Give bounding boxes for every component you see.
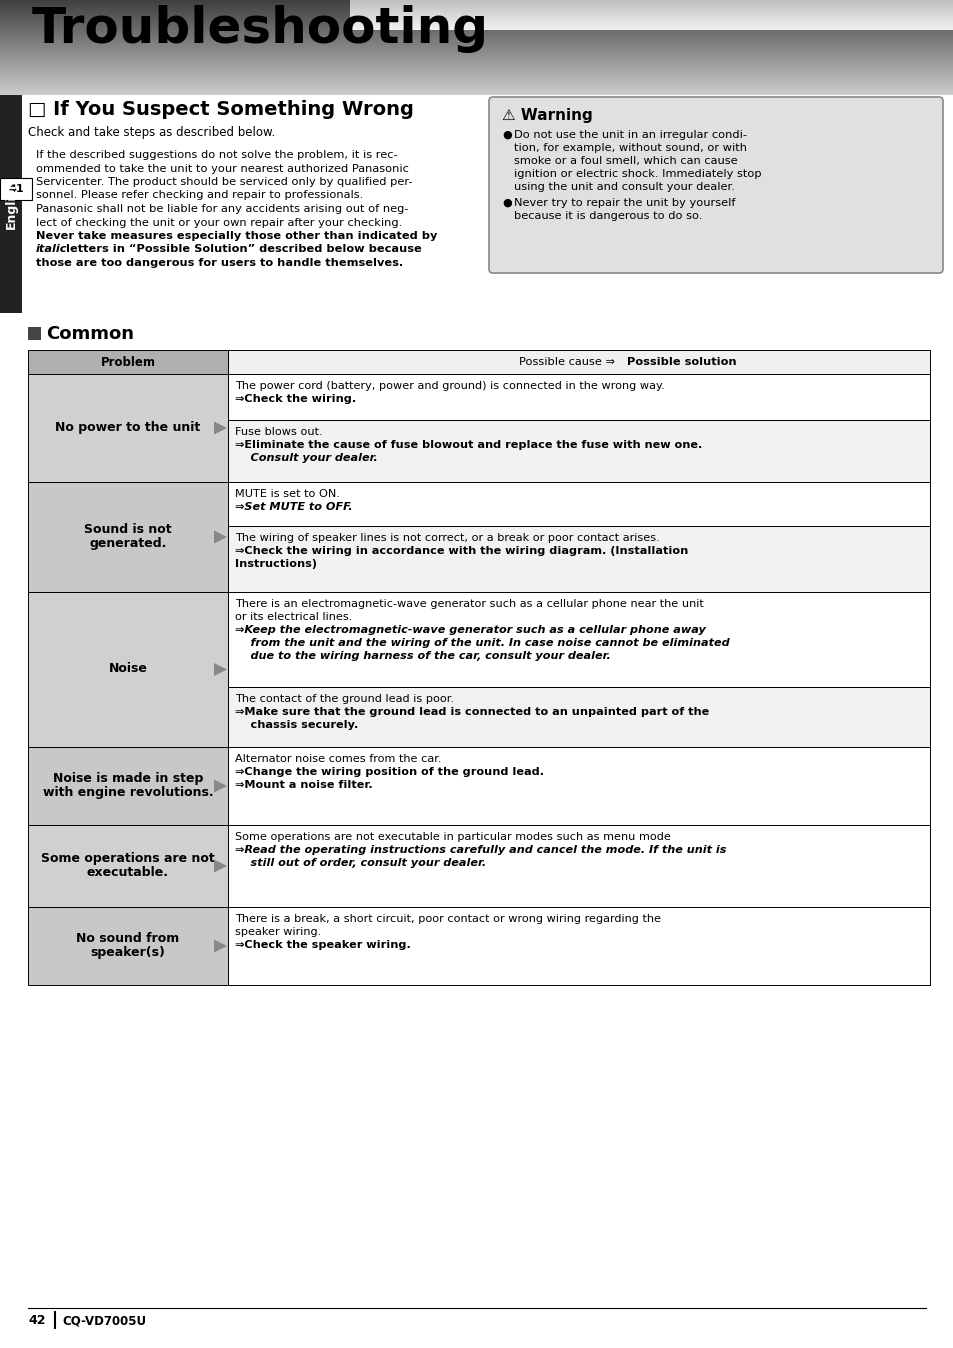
Bar xyxy=(228,421,929,483)
Text: Common: Common xyxy=(46,325,133,342)
Text: executable.: executable. xyxy=(87,865,169,879)
Bar xyxy=(28,373,228,483)
Text: ●: ● xyxy=(501,129,511,140)
Polygon shape xyxy=(213,422,227,434)
Text: Troubleshooting: Troubleshooting xyxy=(32,5,489,53)
Text: ⚠ Warning: ⚠ Warning xyxy=(501,108,592,123)
Text: There is a break, a short circuit, poor contact or wrong wiring regarding the: There is a break, a short circuit, poor … xyxy=(234,914,660,923)
Text: letters in “Possible Solution” described below because: letters in “Possible Solution” described… xyxy=(62,244,421,255)
Text: Possible solution: Possible solution xyxy=(626,357,736,367)
Bar xyxy=(228,526,929,592)
Text: because it is dangerous to do so.: because it is dangerous to do so. xyxy=(514,212,701,221)
Polygon shape xyxy=(213,531,227,543)
Text: ⇒Set MUTE to OFF.: ⇒Set MUTE to OFF. xyxy=(234,501,352,512)
Text: ⇒Keep the electromagnetic-wave generator such as a cellular phone away: ⇒Keep the electromagnetic-wave generator… xyxy=(234,625,705,635)
Text: with engine revolutions.: with engine revolutions. xyxy=(43,786,213,799)
Bar xyxy=(28,747,228,825)
Text: Do not use the unit in an irregular condi-: Do not use the unit in an irregular cond… xyxy=(514,129,746,140)
Text: ⇒Check the speaker wiring.: ⇒Check the speaker wiring. xyxy=(234,940,411,950)
Bar xyxy=(28,592,228,747)
Polygon shape xyxy=(213,860,227,872)
Text: due to the wiring harness of the car, consult your dealer.: due to the wiring harness of the car, co… xyxy=(234,651,610,661)
Bar xyxy=(28,825,228,907)
Text: ●: ● xyxy=(501,198,511,208)
Bar xyxy=(0,94,22,313)
Text: MUTE is set to ON.: MUTE is set to ON. xyxy=(234,489,339,499)
Text: Panasonic shall not be liable for any accidents arising out of neg-: Panasonic shall not be liable for any ac… xyxy=(36,204,408,214)
Bar xyxy=(228,373,929,421)
Text: ⇒Eliminate the cause of fuse blowout and replace the fuse with new one.: ⇒Eliminate the cause of fuse blowout and… xyxy=(234,439,701,450)
Bar xyxy=(492,100,939,270)
Text: No power to the unit: No power to the unit xyxy=(55,421,200,434)
Text: Never take measures especially those other than indicated by: Never take measures especially those oth… xyxy=(36,231,436,241)
Text: ⇒Mount a noise filter.: ⇒Mount a noise filter. xyxy=(234,780,373,790)
Text: 42: 42 xyxy=(28,1314,46,1326)
Bar xyxy=(28,483,228,592)
Text: ⇒Check the wiring.: ⇒Check the wiring. xyxy=(234,394,355,404)
Bar xyxy=(228,592,929,687)
Text: ommended to take the unit to your nearest authorized Panasonic: ommended to take the unit to your neares… xyxy=(36,163,409,174)
Bar xyxy=(228,350,929,373)
Text: chassis securely.: chassis securely. xyxy=(234,720,358,731)
Bar xyxy=(228,483,929,526)
Text: Some operations are not executable in particular modes such as menu mode: Some operations are not executable in pa… xyxy=(234,832,670,842)
Bar xyxy=(28,328,41,340)
Text: The contact of the ground lead is poor.: The contact of the ground lead is poor. xyxy=(234,694,454,704)
Text: ⇒Read the operating instructions carefully and cancel the mode. If the unit is: ⇒Read the operating instructions careful… xyxy=(234,845,726,855)
Text: or its electrical lines.: or its electrical lines. xyxy=(234,612,352,621)
Polygon shape xyxy=(213,779,227,793)
Text: still out of order, consult your dealer.: still out of order, consult your dealer. xyxy=(234,857,486,868)
Text: ignition or electric shock. Immediately stop: ignition or electric shock. Immediately … xyxy=(514,168,760,179)
Text: Consult your dealer.: Consult your dealer. xyxy=(234,453,377,462)
Text: There is an electromagnetic-wave generator such as a cellular phone near the uni: There is an electromagnetic-wave generat… xyxy=(234,599,703,609)
Text: generated.: generated. xyxy=(90,537,167,550)
Bar xyxy=(228,687,929,747)
Text: English: English xyxy=(5,179,17,229)
Text: speaker wiring.: speaker wiring. xyxy=(234,927,321,937)
Bar xyxy=(228,747,929,825)
Text: using the unit and consult your dealer.: using the unit and consult your dealer. xyxy=(514,182,734,191)
Text: Some operations are not: Some operations are not xyxy=(41,852,214,865)
Text: from the unit and the wiring of the unit. In case noise cannot be eliminated: from the unit and the wiring of the unit… xyxy=(234,638,729,648)
Bar xyxy=(28,907,228,985)
Text: ⇒Make sure that the ground lead is connected to an unpainted part of the: ⇒Make sure that the ground lead is conne… xyxy=(234,706,708,717)
Text: smoke or a foul smell, which can cause: smoke or a foul smell, which can cause xyxy=(514,156,737,166)
Text: CQ-VD7005U: CQ-VD7005U xyxy=(62,1314,146,1326)
FancyBboxPatch shape xyxy=(489,97,942,274)
Bar xyxy=(228,825,929,907)
Text: sonnel. Please refer checking and repair to professionals.: sonnel. Please refer checking and repair… xyxy=(36,190,363,201)
Text: italic: italic xyxy=(36,244,68,255)
Text: tion, for example, without sound, or with: tion, for example, without sound, or wit… xyxy=(514,143,746,154)
Text: Problem: Problem xyxy=(100,356,155,368)
Text: Fuse blows out.: Fuse blows out. xyxy=(234,427,322,437)
Polygon shape xyxy=(213,940,227,953)
Text: ⇒Change the wiring position of the ground lead.: ⇒Change the wiring position of the groun… xyxy=(234,767,543,776)
Text: those are too dangerous for users to handle themselves.: those are too dangerous for users to han… xyxy=(36,257,403,268)
Text: Instructions): Instructions) xyxy=(234,559,316,569)
Text: The wiring of speaker lines is not correct, or a break or poor contact arises.: The wiring of speaker lines is not corre… xyxy=(234,532,659,543)
Bar xyxy=(0,178,32,200)
Bar xyxy=(228,907,929,985)
Text: Sound is not: Sound is not xyxy=(84,523,172,537)
Text: Servicenter. The product should be serviced only by qualified per-: Servicenter. The product should be servi… xyxy=(36,177,412,187)
Text: lect of checking the unit or your own repair after your checking.: lect of checking the unit or your own re… xyxy=(36,217,402,228)
Text: Alternator noise comes from the car.: Alternator noise comes from the car. xyxy=(234,754,441,764)
Text: Check and take steps as described below.: Check and take steps as described below. xyxy=(28,125,275,139)
Text: ⇒Check the wiring in accordance with the wiring diagram. (Installation: ⇒Check the wiring in accordance with the… xyxy=(234,546,687,555)
Text: 41: 41 xyxy=(9,183,24,194)
Text: □ If You Suspect Something Wrong: □ If You Suspect Something Wrong xyxy=(28,100,414,119)
Text: Noise: Noise xyxy=(109,662,148,675)
Text: No sound from: No sound from xyxy=(76,931,179,945)
Text: Possible cause ⇒: Possible cause ⇒ xyxy=(518,357,618,367)
Text: If the described suggestions do not solve the problem, it is rec-: If the described suggestions do not solv… xyxy=(36,150,397,160)
Bar xyxy=(28,350,228,373)
Text: speaker(s): speaker(s) xyxy=(91,946,165,958)
Polygon shape xyxy=(213,663,227,675)
Text: Never try to repair the unit by yourself: Never try to repair the unit by yourself xyxy=(514,198,735,208)
Text: Noise is made in step: Noise is made in step xyxy=(52,772,203,785)
Text: The power cord (battery, power and ground) is connected in the wrong way.: The power cord (battery, power and groun… xyxy=(234,381,664,391)
